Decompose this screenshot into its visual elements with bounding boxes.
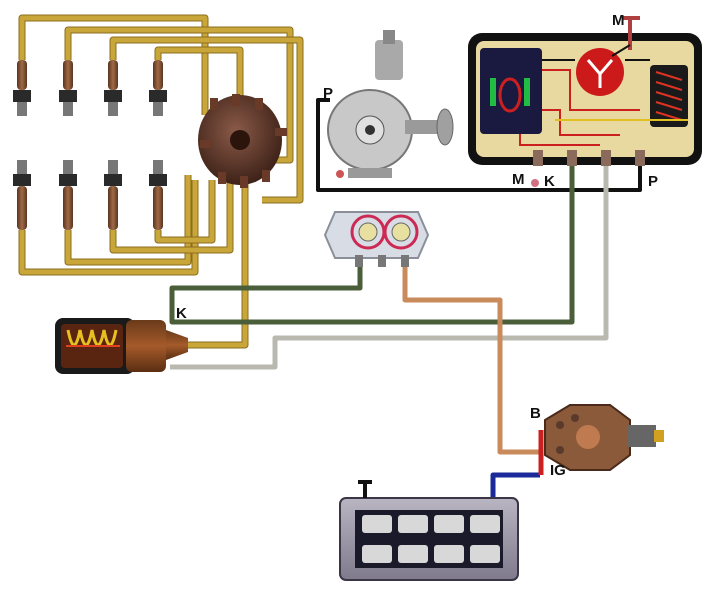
spark-plug-2 (59, 60, 77, 116)
label-b-switch: B (530, 405, 541, 422)
black-wire-p (316, 98, 642, 192)
spark-plug-3 (104, 60, 122, 116)
distributor-cap (198, 94, 287, 188)
label-m-top: M (612, 12, 625, 29)
voltage-regulator (323, 211, 430, 267)
green-wire-reg (169, 265, 363, 322)
distributor (327, 30, 454, 178)
label-k-module: K (544, 173, 555, 190)
label-k-coil: K (176, 305, 187, 322)
label-p-module: P (648, 173, 658, 190)
label-p-distributor: P (323, 85, 333, 102)
control-module (468, 16, 702, 166)
label-m-bottom: M (512, 171, 525, 188)
spark-plug-1 (13, 60, 31, 116)
spark-plugs (13, 60, 167, 230)
spark-plug-8 (149, 160, 167, 230)
spark-plug-6 (59, 160, 77, 230)
ignition-coil (55, 318, 188, 374)
fuse-box (339, 480, 519, 581)
spark-plug-5 (13, 160, 31, 230)
ht-leads (18, 14, 304, 349)
grey-wire (170, 160, 609, 370)
spark-plug-4 (149, 60, 167, 116)
orange-wire (402, 262, 540, 455)
spark-plug-7 (104, 160, 122, 230)
label-ig-switch: IG (550, 462, 566, 479)
ignition-switch (544, 404, 664, 471)
m-terminal-dot (531, 179, 539, 187)
